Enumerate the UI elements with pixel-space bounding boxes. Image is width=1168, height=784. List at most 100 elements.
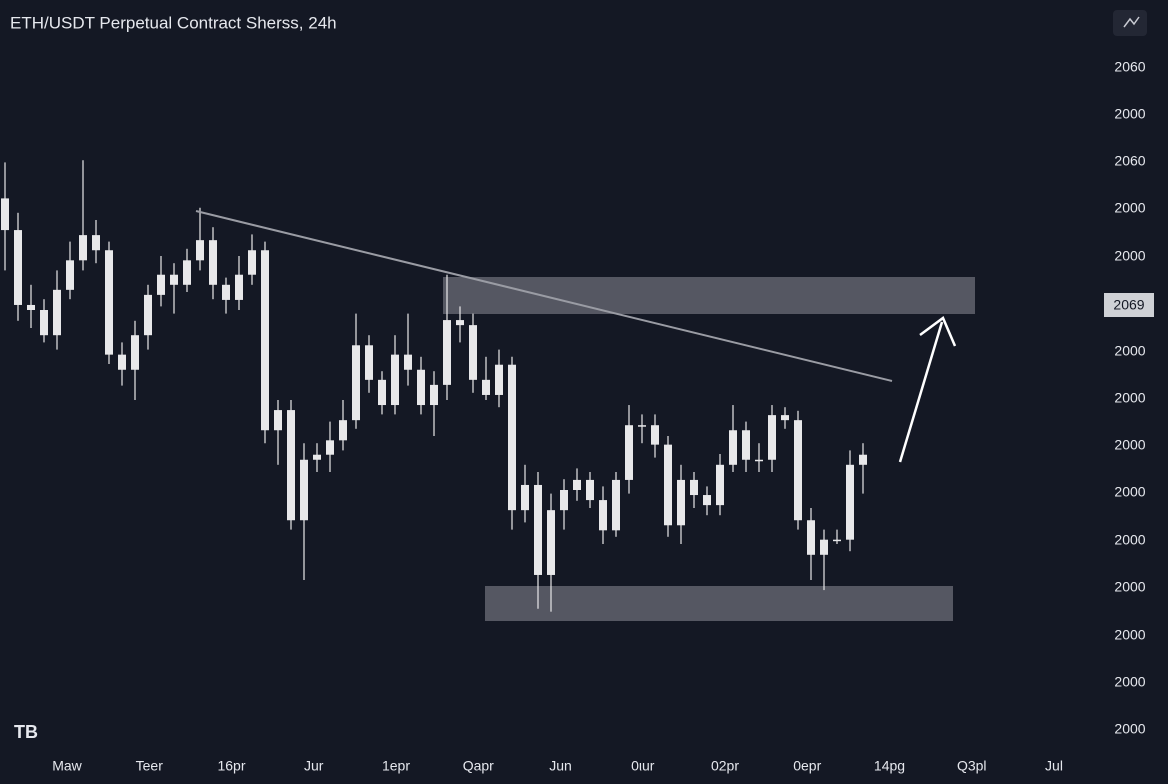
candle-body <box>274 410 282 431</box>
x-tick-label: 16pr <box>217 758 245 774</box>
candle-body <box>703 495 711 506</box>
candle-body <box>495 364 503 395</box>
x-tick-label: Jun <box>549 758 572 774</box>
candle-body <box>14 230 22 305</box>
candle-body <box>391 354 399 406</box>
price-tag-bg <box>1104 293 1154 317</box>
logo: TB <box>14 722 38 742</box>
candle-body <box>313 454 321 460</box>
x-tick-label: 02pr <box>711 758 739 774</box>
x-tick-label: 0ιur <box>631 758 655 774</box>
toolbar-icon <box>1123 16 1140 28</box>
candle-body <box>300 459 308 521</box>
y-tick-label: 2000 <box>1114 390 1145 406</box>
candle-body <box>677 479 685 526</box>
candle-body <box>170 274 178 285</box>
support-zone <box>485 586 953 621</box>
candle-body <box>118 354 126 370</box>
x-tick-label: 0epr <box>793 758 821 774</box>
candle-body <box>781 415 789 421</box>
x-tick-label: Maw <box>52 758 82 774</box>
candle-body <box>521 484 529 511</box>
candle-body <box>742 430 750 460</box>
candle-body <box>235 274 243 300</box>
candles <box>1 160 867 612</box>
candle-body <box>794 420 802 521</box>
y-tick-label: 2000 <box>1114 248 1145 264</box>
candle-body <box>443 320 451 385</box>
candle-body <box>417 369 425 406</box>
candle-body <box>755 459 763 462</box>
candle-body <box>846 464 854 540</box>
candle-body <box>326 440 334 455</box>
candle-body <box>53 289 61 336</box>
price-tag: 2069 <box>1113 297 1144 313</box>
candle-body <box>768 415 776 460</box>
candle-body <box>820 539 828 555</box>
y-tick-label: 2000 <box>1114 484 1145 500</box>
x-tick-label: Q3pl <box>957 758 987 774</box>
candle-body <box>859 454 867 465</box>
candle-body <box>508 364 516 511</box>
x-tick-label: Qapr <box>463 758 494 774</box>
candle-body <box>430 384 438 406</box>
candle-body <box>105 250 113 355</box>
candle-body <box>729 430 737 465</box>
candle-body <box>131 335 139 370</box>
candle-body <box>599 500 607 531</box>
candle-body <box>807 520 815 555</box>
candle-body <box>404 354 412 370</box>
y-tick-label: 2000 <box>1114 532 1145 548</box>
y-tick-label: 2000 <box>1114 674 1145 690</box>
y-tick-label: 2000 <box>1114 343 1145 359</box>
candle-body <box>469 325 477 380</box>
y-tick-label: 2000 <box>1114 579 1145 595</box>
candle-body <box>144 294 152 336</box>
candle-body <box>560 490 568 511</box>
y-tick-label: 2000 <box>1114 200 1145 216</box>
candle-body <box>586 479 594 501</box>
toolbar-button[interactable] <box>1113 10 1147 36</box>
candle-body <box>612 479 620 531</box>
candle-body <box>456 320 464 326</box>
candle-body <box>261 250 269 431</box>
candle-body <box>378 379 386 406</box>
y-tick-label: 2000 <box>1114 106 1145 122</box>
candle-body <box>157 274 165 295</box>
candle-body <box>573 479 581 490</box>
candle-body <box>482 379 490 395</box>
candle-body <box>690 479 698 496</box>
candle-body <box>352 345 360 421</box>
y-tick-label: 2000 <box>1114 721 1145 737</box>
candle-body <box>27 304 35 310</box>
candle-body <box>638 425 646 427</box>
x-tick-label: Jur <box>304 758 324 774</box>
candle-body <box>664 444 672 526</box>
candle-body <box>365 345 373 380</box>
candle-body <box>248 250 256 275</box>
candle-body <box>209 240 217 285</box>
resistance-zone <box>443 277 975 314</box>
x-tick-label: 1epr <box>382 758 410 774</box>
candle-body <box>1 198 9 231</box>
x-tick-label: 14pg <box>874 758 905 774</box>
y-tick-label: 2000 <box>1114 627 1145 643</box>
x-tick-label: Teer <box>136 758 164 774</box>
candle-body <box>716 464 724 506</box>
arrow-head <box>919 316 957 347</box>
arrow-shaft <box>898 321 944 463</box>
candle-body <box>287 410 295 521</box>
candle-body <box>66 260 74 290</box>
candle-body <box>534 484 542 575</box>
candle-body <box>625 425 633 480</box>
candle-body <box>547 510 555 575</box>
x-tick-label: Jul <box>1045 758 1063 774</box>
candle-body <box>222 284 230 300</box>
candle-body <box>92 235 100 251</box>
candle-body <box>196 240 204 261</box>
candle-body <box>183 260 191 285</box>
chart-title: ETH/USDT Perpetual Contract Sherss, 24h <box>10 13 337 32</box>
